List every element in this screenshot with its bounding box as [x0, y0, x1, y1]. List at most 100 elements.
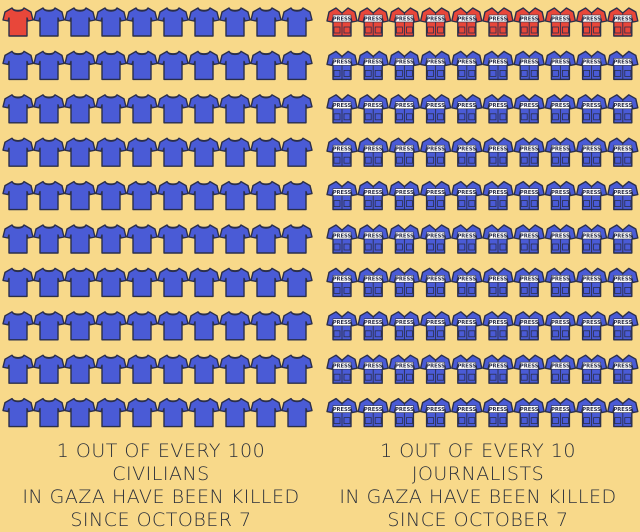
- svg-text:PRESS: PRESS: [364, 16, 383, 22]
- press-vest-icon: PRESS: [326, 311, 358, 341]
- civilians-caption: 1 OUT OF EVERY 100 CIVILIANS IN GAZA HAV…: [8, 440, 314, 532]
- press-vest-icon: PRESS: [513, 137, 545, 167]
- press-vest-icon: PRESS: [607, 180, 639, 211]
- tshirt-icon: [126, 354, 158, 384]
- svg-text:PRESS: PRESS: [614, 60, 633, 66]
- press-vest-icon: PRESS: [607, 94, 639, 124]
- tshirt-icon: [64, 94, 96, 124]
- svg-text:PRESS: PRESS: [582, 190, 601, 196]
- tshirt-icon: [188, 224, 220, 254]
- svg-text:PRESS: PRESS: [489, 277, 508, 283]
- tshirt-icon: [33, 50, 65, 81]
- svg-text:PRESS: PRESS: [520, 277, 539, 283]
- press-vest-icon: PRESS: [326, 7, 358, 37]
- svg-text:PRESS: PRESS: [489, 233, 508, 239]
- tshirt-icon: [95, 397, 127, 428]
- svg-text:PRESS: PRESS: [364, 103, 383, 109]
- svg-text:PRESS: PRESS: [489, 190, 508, 196]
- press-vest-icon: PRESS: [544, 137, 577, 167]
- tshirt-icon: [157, 94, 189, 124]
- svg-text:PRESS: PRESS: [614, 190, 633, 196]
- press-vest-icon: PRESS: [513, 180, 545, 211]
- tshirt-icon: [250, 50, 282, 81]
- tshirt-icon: [250, 311, 282, 341]
- press-vest-icon: PRESS: [357, 224, 389, 254]
- svg-text:PRESS: PRESS: [333, 233, 352, 239]
- svg-text:PRESS: PRESS: [364, 233, 383, 239]
- press-vest-icon: PRESS: [575, 354, 608, 384]
- press-vest-icon: PRESS: [482, 50, 514, 81]
- svg-text:PRESS: PRESS: [551, 364, 570, 370]
- svg-text:PRESS: PRESS: [551, 60, 570, 66]
- press-vest-icon: PRESS: [482, 267, 514, 298]
- svg-text:PRESS: PRESS: [582, 364, 601, 370]
- svg-text:PRESS: PRESS: [426, 60, 445, 66]
- press-vest-icon: PRESS: [513, 267, 545, 298]
- tshirt-icon: [64, 50, 96, 81]
- press-vest-icon: PRESS: [419, 311, 452, 341]
- press-vest-icon: PRESS: [607, 267, 639, 298]
- tshirt-icon: [33, 180, 65, 211]
- tshirt-icon: [2, 267, 34, 298]
- tshirt-icon: [281, 7, 313, 37]
- svg-text:PRESS: PRESS: [614, 320, 633, 326]
- svg-text:PRESS: PRESS: [551, 190, 570, 196]
- press-vest-icon: PRESS: [575, 94, 608, 124]
- svg-text:PRESS: PRESS: [364, 407, 383, 413]
- tshirt-icon: [157, 7, 189, 37]
- tshirt-icon: [157, 224, 189, 254]
- tshirt-icon: [157, 397, 189, 428]
- tshirt-icon: [219, 180, 251, 211]
- tshirt-icon: [281, 180, 313, 211]
- press-vest-icon: PRESS: [388, 397, 421, 428]
- tshirt-icon: [157, 180, 189, 211]
- civilians-caption-line-2: IN GAZA HAVE BEEN KILLED: [22, 486, 300, 508]
- tshirt-icon: [64, 267, 96, 298]
- tshirt-icon: [281, 137, 313, 167]
- press-vest-icon: PRESS: [607, 224, 639, 254]
- svg-text:PRESS: PRESS: [395, 147, 414, 153]
- svg-text:PRESS: PRESS: [426, 320, 445, 326]
- press-vest-icon: PRESS: [388, 180, 421, 211]
- tshirt-icon: [157, 50, 189, 81]
- svg-text:PRESS: PRESS: [582, 407, 601, 413]
- press-vest-icon: PRESS: [575, 397, 608, 428]
- tshirt-icon: [95, 354, 127, 384]
- svg-text:PRESS: PRESS: [520, 407, 539, 413]
- tshirt-icon: [250, 180, 282, 211]
- press-vest-icon: PRESS: [388, 137, 421, 167]
- press-vest-icon: PRESS: [357, 7, 389, 37]
- tshirt-icon: [2, 311, 34, 341]
- press-vest-icon: PRESS: [419, 137, 452, 167]
- tshirt-icon: [33, 7, 65, 37]
- svg-text:PRESS: PRESS: [489, 364, 508, 370]
- svg-text:PRESS: PRESS: [395, 277, 414, 283]
- press-vest-icon: PRESS: [326, 224, 358, 254]
- tshirt-icon: [281, 311, 313, 341]
- press-vest-icon: PRESS: [575, 50, 608, 81]
- tshirt-icon: [219, 50, 251, 81]
- tshirt-icon: [126, 397, 158, 428]
- press-vest-icon: PRESS: [513, 7, 545, 37]
- press-vest-icon: PRESS: [575, 180, 608, 211]
- tshirt-icon: [281, 50, 313, 81]
- svg-text:PRESS: PRESS: [458, 364, 477, 370]
- svg-text:PRESS: PRESS: [582, 147, 601, 153]
- tshirt-icon: [126, 7, 158, 37]
- svg-text:PRESS: PRESS: [364, 320, 383, 326]
- svg-text:PRESS: PRESS: [426, 407, 445, 413]
- press-vest-icon: PRESS: [326, 137, 358, 167]
- tshirt-icon: [33, 267, 65, 298]
- tshirt-icon: [126, 311, 158, 341]
- svg-text:PRESS: PRESS: [520, 233, 539, 239]
- press-vest-icon: PRESS: [451, 354, 483, 384]
- tshirt-icon: [157, 354, 189, 384]
- tshirt-icon: [219, 267, 251, 298]
- svg-text:PRESS: PRESS: [333, 60, 352, 66]
- press-vest-icon: PRESS: [451, 137, 483, 167]
- svg-text:PRESS: PRESS: [551, 16, 570, 22]
- svg-text:PRESS: PRESS: [489, 320, 508, 326]
- press-vest-icon: PRESS: [326, 267, 358, 298]
- tshirt-icon: [188, 354, 220, 384]
- svg-text:PRESS: PRESS: [458, 320, 477, 326]
